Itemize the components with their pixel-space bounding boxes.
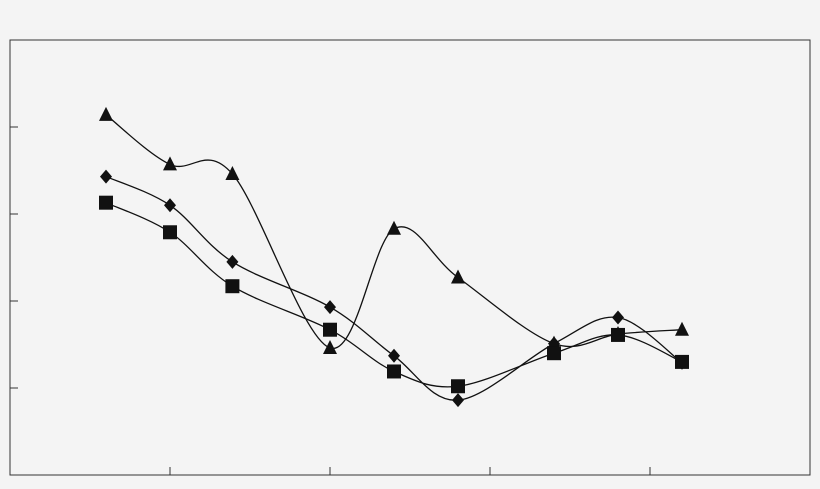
marker-diamond [612,310,624,325]
marker-triangle [323,339,337,354]
marker-square [451,379,465,394]
marker-diamond [100,169,112,184]
marker-square [547,346,561,361]
marker-square [163,225,177,240]
marker-square [611,327,625,342]
series-line [105,114,683,349]
marker-triangle [99,106,113,121]
marker-diamond [324,300,336,315]
plot-frame [9,39,811,476]
marker-triangle [451,269,465,284]
marker-square [99,195,113,210]
marker-diamond [452,393,464,408]
marker-square [675,354,689,369]
marker-square [387,364,401,379]
marker-triangle [387,220,401,235]
marker-triangle [163,156,177,171]
marker-square [323,322,337,337]
marker-square [225,279,240,294]
marker-diamond [226,254,239,269]
marker-triangle [675,321,689,336]
marker-triangle [225,165,240,180]
marker-diamond [164,198,176,213]
marker-diamond [388,348,400,363]
